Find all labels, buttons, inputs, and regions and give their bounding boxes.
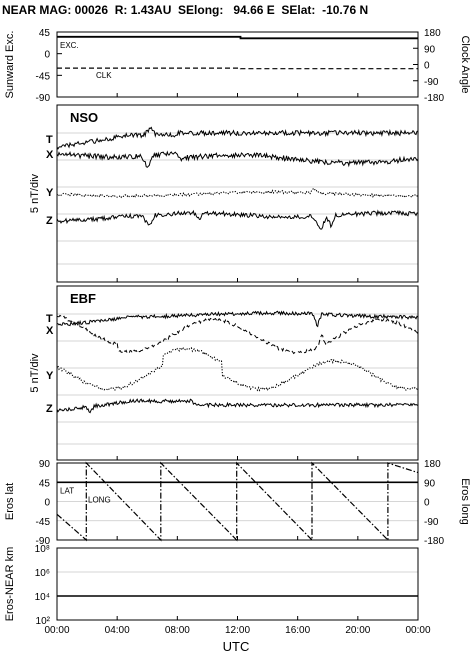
eros-left-axis-label: Eros lat xyxy=(4,483,16,520)
x-axis: 00:00 04:00 08:00 12:00 16:00 20:00 00:00 UTC xyxy=(44,625,430,654)
ebf-panel-frame xyxy=(56,285,419,461)
distance-axis-label: Eros-NEAR km xyxy=(4,547,16,622)
top-right-tick-label: 0 xyxy=(424,61,430,72)
nso-trace-label-y: Y xyxy=(46,187,54,199)
x-tick-label: 04:00 xyxy=(105,625,130,636)
top-panel-frame xyxy=(56,31,419,98)
panels: 45 0 -45 -90 180 90 0 -90 -180 Sunward Exc. Clock … xyxy=(4,28,471,627)
nso-ylabel: 5 nT/div xyxy=(29,173,41,213)
top-series-0 xyxy=(57,35,418,40)
x-axis-title: UTC xyxy=(223,639,250,654)
top-left-tick-label: 45 xyxy=(39,28,51,39)
ebf-trace-label-y: Y xyxy=(46,370,54,382)
top-right-axis-label: Clock Angle xyxy=(459,35,471,93)
distance-panel-frame xyxy=(56,547,419,621)
figure-title: NEAR MAG: 00026 R: 1.43AU SElong: 94.66 … xyxy=(2,3,368,17)
eros-left-tick-label: -90 xyxy=(36,536,51,547)
eros-left-tick-label: 90 xyxy=(39,459,51,470)
ebf-ylabel: 5 nT/div xyxy=(29,353,41,393)
ebf-trace-label-t: T xyxy=(46,313,53,325)
long-series-label: LONG xyxy=(88,495,111,504)
top-left-axis-label: Sunward Exc. xyxy=(4,31,16,99)
ebf-trace-label-x: X xyxy=(46,325,54,337)
nso-trace-label-x: X xyxy=(46,149,54,161)
eros-left-tick-label: -45 xyxy=(36,517,51,528)
x-tick-label: 12:00 xyxy=(225,625,250,636)
ebf-series-x xyxy=(56,314,419,355)
top-right-tick-label: -180 xyxy=(424,93,444,104)
ebf-trace-label-z: Z xyxy=(46,403,53,415)
eros-right-tick-label: -180 xyxy=(424,536,444,547)
top-left-tick-label: 0 xyxy=(44,50,50,61)
top-right-tick-label: 180 xyxy=(424,28,441,39)
ebf-series-t xyxy=(56,310,419,328)
top-left-tick-label: -90 xyxy=(36,93,51,104)
eros-right-tick-label: 0 xyxy=(424,498,430,509)
nso-series-y xyxy=(56,187,419,199)
clk-series-label: CLK xyxy=(96,71,112,80)
ebf-panel-label: EBF xyxy=(70,291,96,306)
x-tick-label: 00:00 xyxy=(44,625,69,636)
top-left-tick-label: -45 xyxy=(36,71,51,82)
nso-series-z xyxy=(56,209,419,230)
eros-right-tick-label: 180 xyxy=(424,459,441,470)
distance-tick-label: 10⁴ xyxy=(35,592,50,603)
eros-left-tick-label: 0 xyxy=(44,498,50,509)
exc-series-label: EXC. xyxy=(60,41,79,50)
eros-series-1 xyxy=(56,461,419,542)
x-tick-label: 08:00 xyxy=(165,625,190,636)
eros-right-axis-label: Eros long xyxy=(459,478,471,524)
top-series-1 xyxy=(57,67,418,70)
eros-right-tick-label: -90 xyxy=(424,517,439,528)
nso-series-t xyxy=(56,126,419,150)
distance-tick-label: 10⁶ xyxy=(35,568,50,579)
distance-tick-label: 10² xyxy=(36,616,51,627)
top-right-tick-label: 90 xyxy=(424,44,436,55)
nso-trace-label-t: T xyxy=(46,134,53,146)
eros-right-tick-label: 90 xyxy=(424,478,436,489)
x-tick-labels: 00:00 04:00 08:00 12:00 16:00 20:00 00:00 xyxy=(44,625,430,636)
ebf-series-z xyxy=(56,398,419,414)
lat-series-label: LAT xyxy=(60,486,74,495)
x-tick-label: 00:00 xyxy=(405,625,430,636)
top-right-tick-label: -90 xyxy=(424,77,439,88)
eros-left-tick-label: 45 xyxy=(39,478,51,489)
distance-tick-label: 10⁸ xyxy=(35,544,50,555)
x-tick-label: 16:00 xyxy=(285,625,310,636)
x-tick-label: 20:00 xyxy=(345,625,370,636)
nso-series-x xyxy=(56,150,419,168)
nso-trace-label-z: Z xyxy=(46,215,53,227)
ebf-series-y xyxy=(56,346,419,392)
nso-panel-label: NSO xyxy=(70,110,98,125)
